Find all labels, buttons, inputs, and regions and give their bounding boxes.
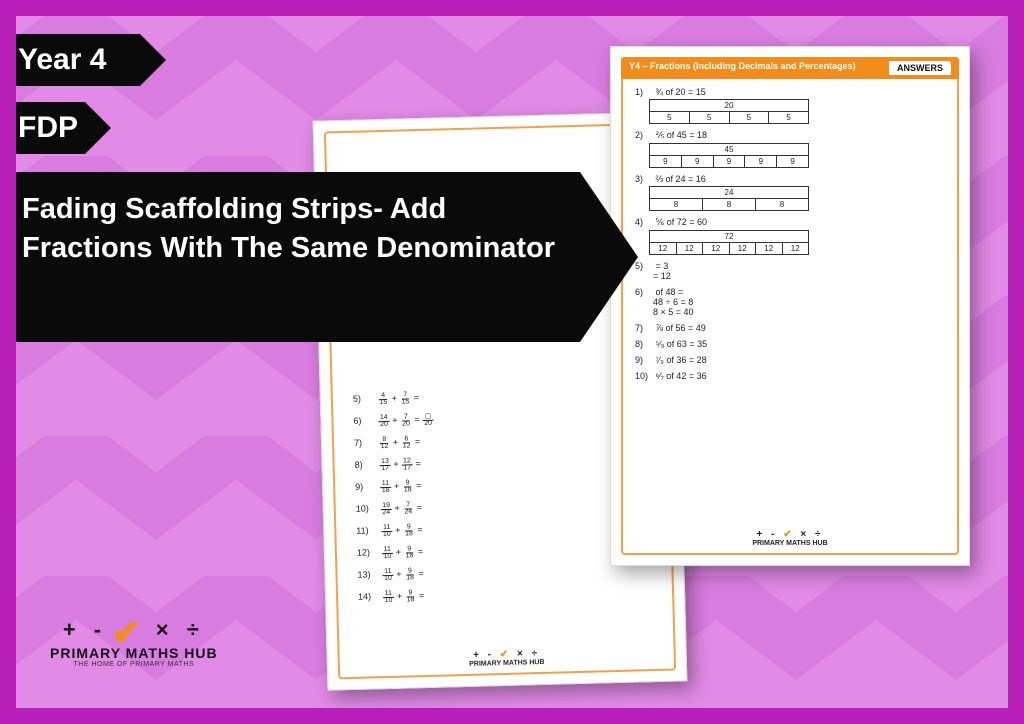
answer-row: 4) ⅚ of 72 = 6072121212121212 (635, 217, 945, 255)
title-block: Fading Scaffolding Strips- Add Fractions… (16, 172, 580, 342)
fdp-tag-label: FDP (18, 111, 78, 145)
title-text: Fading Scaffolding Strips- Add Fractions… (22, 193, 555, 264)
answer-row: 8) ⁵⁄₉ of 63 = 35 (635, 339, 945, 349)
inner-panel: Year 4 FDP Fading Scaffolding Strips- Ad… (16, 16, 1008, 708)
year-tag-label: Year 4 (18, 43, 106, 77)
worksheet-front-body: 1) ¾ of 20 = 15205555 2) ⅖ of 45 = 184599… (623, 79, 957, 395)
fdp-tag: FDP (16, 102, 85, 154)
worksheet-header-left: Y4 – Fractions (Including Decimals and P… (629, 61, 856, 75)
year-tag: Year 4 (16, 34, 140, 86)
answer-row: 1) ¾ of 20 = 15205555 (635, 87, 945, 124)
brand-logo-sub: THE HOME OF PRIMARY MATHS (50, 661, 218, 668)
question-row: 14) 1110 + 918 = (358, 583, 660, 605)
brand-logo-ops: + - ✔ × ÷ (50, 617, 218, 643)
answer-row: 6) of 48 =48 ÷ 6 = 88 × 5 = 40 (635, 287, 945, 317)
answer-row: 3) ⅔ of 24 = 1624888 (635, 174, 945, 211)
brand-logo: + - ✔ × ÷ PRIMARY MATHS HUB THE HOME OF … (50, 617, 218, 668)
sheet-logo: + - ✔ × ÷ PRIMARY MATHS HUB (340, 645, 674, 672)
outer-frame: Year 4 FDP Fading Scaffolding Strips- Ad… (0, 0, 1024, 724)
worksheet-header: Y4 – Fractions (Including Decimals and P… (621, 57, 959, 79)
answer-row: 9) ⁷⁄₉ of 36 = 28 (635, 355, 945, 365)
answer-row: 5) = 3= 12 (635, 261, 945, 281)
worksheet-front: Y4 – Fractions (Including Decimals and P… (610, 46, 970, 566)
sheet-logo-front: + - ✔ × ÷ PRIMARY MATHS HUB (623, 529, 957, 547)
sheet-logo-name-front: PRIMARY MATHS HUB (623, 540, 957, 547)
worksheet-front-inner: Y4 – Fractions (Including Decimals and P… (621, 57, 959, 555)
answer-row: 7) ⅞ of 56 = 49 (635, 323, 945, 333)
answer-row: 10) ⁶⁄₇ of 42 = 36 (635, 371, 945, 381)
worksheet-header-right: ANSWERS (889, 61, 951, 75)
answer-row: 2) ⅖ of 45 = 184599999 (635, 130, 945, 168)
